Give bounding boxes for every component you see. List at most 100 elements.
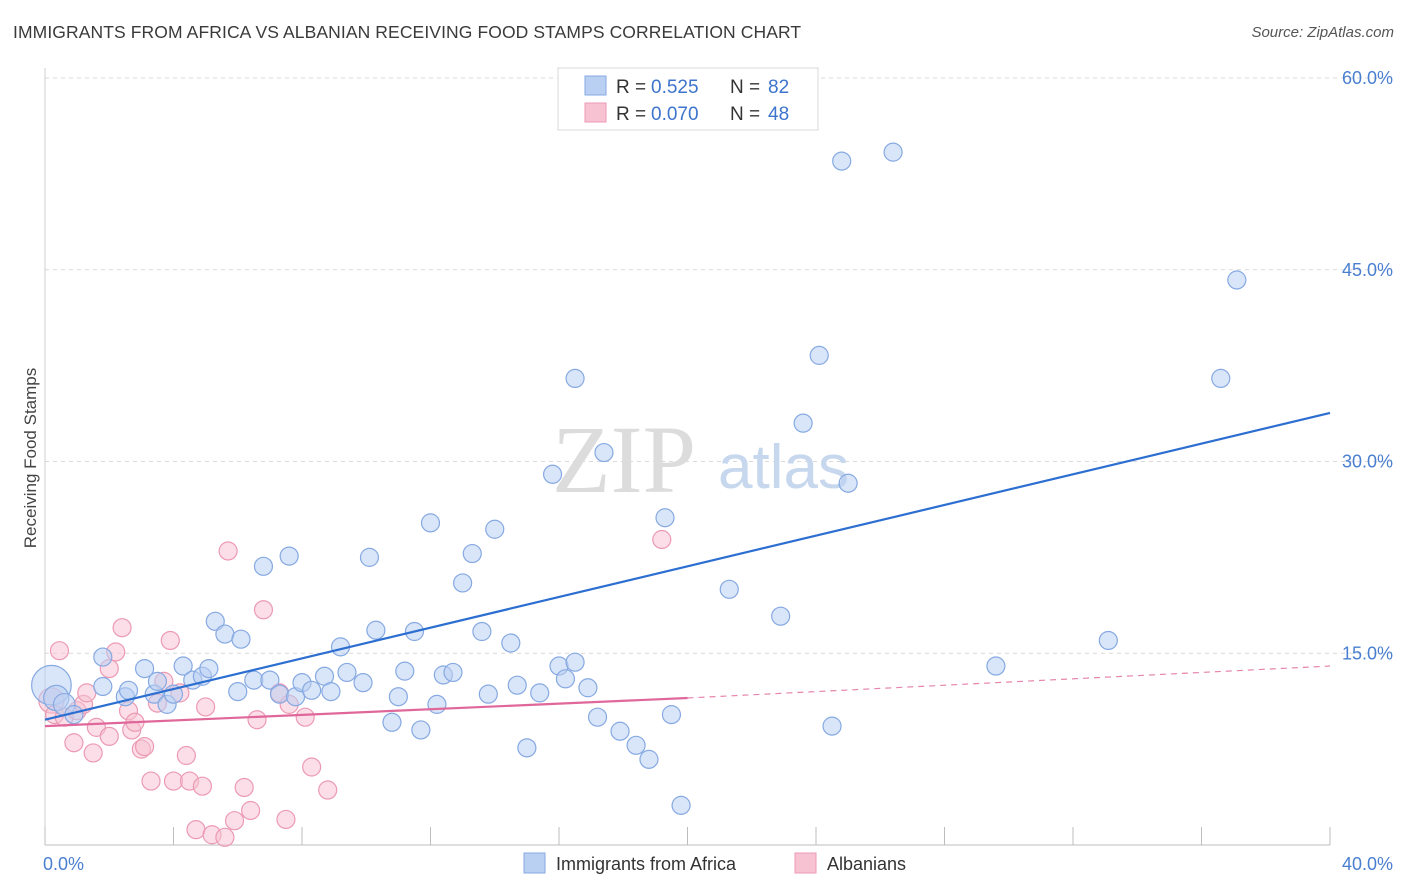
point-immigrants-from-africa — [321, 681, 341, 702]
point-immigrants-from-africa — [1227, 270, 1247, 290]
point-immigrants-from-africa — [411, 720, 431, 740]
point-immigrants-from-africa — [771, 606, 791, 626]
point-immigrants-from-africa — [832, 151, 852, 171]
point-immigrants-from-africa — [986, 656, 1006, 676]
x-tick-label: 0.0% — [43, 854, 84, 874]
point-immigrants-from-africa — [883, 142, 903, 162]
point-immigrants-from-africa — [382, 712, 402, 732]
point-albanians — [215, 827, 235, 847]
point-immigrants-from-africa — [478, 684, 498, 704]
point-immigrants-from-africa — [147, 671, 168, 691]
legend-n-value-blue: 82 — [768, 77, 789, 98]
point-immigrants-from-africa — [565, 368, 585, 389]
point-albanians — [49, 641, 70, 661]
trend-layer — [44, 411, 1331, 728]
point-immigrants-from-africa — [260, 670, 280, 690]
point-albanians — [112, 618, 132, 638]
point-immigrants-from-africa — [134, 658, 155, 679]
point-immigrants-from-africa — [302, 680, 322, 700]
y-axis-label: Receiving Food Stamps — [21, 368, 40, 548]
point-albanians — [134, 736, 155, 757]
point-immigrants-from-africa — [420, 513, 441, 533]
point-albanians — [302, 757, 322, 777]
point-immigrants-from-africa — [453, 573, 473, 593]
x-tick-label: 40.0% — [1342, 854, 1393, 874]
point-immigrants-from-africa — [655, 508, 675, 528]
point-immigrants-from-africa — [359, 547, 380, 567]
point-immigrants-from-africa — [1098, 630, 1118, 651]
point-immigrants-from-africa — [719, 579, 739, 599]
point-albanians — [218, 541, 238, 561]
chart-source: Source: ZipAtlas.com — [1251, 24, 1394, 41]
point-immigrants-from-africa — [626, 735, 646, 755]
point-albanians — [160, 630, 180, 651]
trendline-albanians — [44, 696, 688, 728]
trendline-albanians-extension — [687, 665, 1331, 699]
point-immigrants-from-africa — [253, 556, 274, 576]
point-immigrants-from-africa — [395, 661, 415, 681]
y-tick-label: 15.0% — [1342, 643, 1393, 663]
point-immigrants-from-africa — [472, 621, 492, 642]
point-immigrants-from-africa — [279, 546, 299, 566]
point-albanians — [83, 743, 103, 763]
point-albanians — [276, 809, 296, 830]
chart-title: IMMIGRANTS FROM AFRICA VS ALBANIAN RECEI… — [13, 22, 802, 42]
point-albanians — [253, 600, 274, 620]
legend-n-label-blue: N = — [730, 77, 760, 98]
point-immigrants-from-africa — [244, 670, 264, 690]
point-immigrants-from-africa — [594, 442, 614, 463]
ticks-layer: 15.0% 30.0% 45.0% 60.0% 0.0% 40.0% — [43, 68, 1393, 874]
point-immigrants-from-africa — [565, 652, 585, 672]
bottom-legend-label-blue: Immigrants from Africa — [556, 854, 737, 874]
watermark: ZIP atlas — [552, 406, 849, 513]
point-immigrants-from-africa — [485, 519, 505, 539]
point-albanians — [64, 733, 84, 753]
point-albanians — [318, 780, 338, 800]
trendline-immigrants-from-africa — [44, 411, 1331, 721]
point-albanians — [247, 710, 267, 730]
point-immigrants-from-africa — [118, 680, 139, 700]
grid-layer — [45, 77, 1392, 654]
point-immigrants-from-africa — [93, 676, 113, 697]
point-immigrants-from-africa — [388, 687, 408, 707]
point-immigrants-from-africa — [542, 464, 563, 484]
point-immigrants-from-africa — [578, 678, 598, 698]
point-immigrants-from-africa — [462, 543, 482, 564]
watermark-atlas: atlas — [718, 433, 849, 502]
point-albanians — [241, 800, 261, 821]
point-albanians — [192, 776, 213, 796]
point-albanians — [141, 771, 161, 791]
point-albanians — [196, 697, 216, 717]
point-immigrants-from-africa — [427, 694, 447, 714]
y-tick-label: 30.0% — [1342, 452, 1393, 472]
axes-layer — [44, 68, 1331, 846]
point-albanians — [77, 683, 97, 703]
y-tick-label: 60.0% — [1342, 68, 1393, 88]
legend-r-value-pink: 0.070 — [651, 104, 699, 125]
point-albanians — [176, 745, 196, 766]
point-albanians — [295, 707, 315, 727]
point-immigrants-from-africa — [231, 629, 251, 649]
point-immigrants-from-africa — [269, 684, 290, 704]
legend-n-value-pink: 48 — [768, 104, 789, 125]
point-albanians — [99, 726, 119, 746]
legend-r-label-pink: R = — [616, 104, 646, 125]
point-albanians — [163, 771, 184, 791]
y-tick-label: 45.0% — [1342, 260, 1393, 280]
point-albanians — [234, 777, 254, 798]
point-immigrants-from-africa — [507, 675, 527, 695]
point-immigrants-from-africa — [337, 662, 357, 683]
point-immigrants-from-africa — [501, 633, 521, 653]
point-immigrants-from-africa — [353, 673, 373, 693]
point-immigrants-from-africa — [555, 669, 576, 689]
point-immigrants-from-africa — [517, 738, 537, 758]
legend-r-value-blue: 0.525 — [651, 77, 699, 98]
point-immigrants-from-africa — [215, 624, 235, 644]
point-immigrants-from-africa — [228, 681, 248, 702]
legend-swatch-blue — [584, 75, 607, 96]
legend-n-label-pink: N = — [730, 104, 760, 125]
point-immigrants-from-africa — [793, 413, 813, 433]
point-albanians — [186, 820, 206, 840]
points-layer — [31, 142, 1247, 847]
bottom-legend: Immigrants from Africa Albanians — [523, 852, 906, 874]
